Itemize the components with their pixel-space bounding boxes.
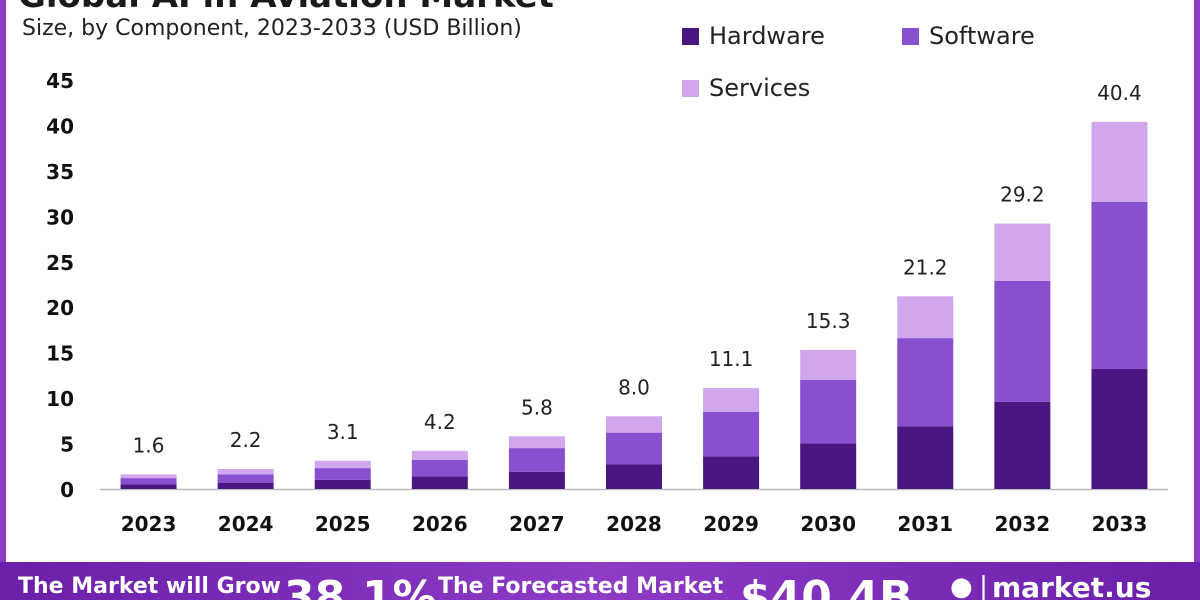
legend-item-services: Services [682, 74, 810, 102]
data-label-total-2033: 40.4 [1097, 81, 1142, 105]
data-label-total-2025: 3.1 [327, 420, 359, 444]
legend-label-hardware: Hardware [709, 22, 825, 50]
y-tick-label: 25 [46, 251, 74, 275]
bar-hardware-2023 [120, 484, 177, 489]
bar-hardware-2024 [217, 482, 274, 489]
footer-forecast-label: The Forecasted Market [438, 574, 724, 599]
data-label-total-2032: 29.2 [1000, 183, 1045, 207]
data-label-total-2030: 15.3 [806, 309, 851, 333]
footer-cagr-value: 38.1% [284, 572, 437, 600]
legend-swatch-services [682, 79, 699, 97]
bar-software-2026 [411, 459, 468, 477]
y-tick-label: 15 [46, 342, 74, 366]
data-label-total-2026: 4.2 [424, 410, 456, 434]
bar-software-2023 [120, 478, 177, 485]
y-tick-label: 40 [46, 114, 74, 138]
footer-forecast-value: $40.4B [740, 572, 913, 600]
x-tick-label-2030: 2030 [800, 512, 856, 536]
footer-brand-logo: market.us [992, 571, 1152, 600]
x-tick-label-2025: 2025 [315, 512, 371, 536]
chart-subtitle: Size, by Component, 2023-2033 (USD Billi… [22, 16, 522, 41]
bar-services-2028 [606, 416, 662, 433]
x-tick-label-2029: 2029 [703, 512, 759, 536]
bar-hardware-2032 [994, 401, 1051, 489]
bar-services-2032 [994, 223, 1051, 281]
bar-hardware-2033 [1091, 369, 1148, 489]
bar-hardware-2029 [703, 456, 760, 489]
y-tick-label: 45 [46, 69, 74, 93]
bar-software-2028 [606, 432, 662, 465]
bar-services-2031 [897, 296, 954, 339]
legend-item-software: Software [902, 22, 1035, 50]
y-tick-label: 35 [46, 160, 74, 184]
x-tick-label-2028: 2028 [606, 512, 662, 536]
bar-software-2033 [1091, 201, 1148, 370]
x-tick-label-2024: 2024 [218, 512, 274, 536]
bar-hardware-2031 [897, 426, 954, 489]
bar-software-2029 [703, 411, 760, 457]
x-tick-label-2023: 2023 [121, 512, 177, 536]
bar-hardware-2028 [606, 464, 662, 489]
legend-label-services: Services [709, 74, 811, 102]
y-tick-label: 10 [46, 387, 74, 411]
x-tick-label-2032: 2032 [995, 512, 1051, 536]
data-label-total-2031: 21.2 [903, 255, 948, 279]
y-tick-label: 5 [60, 433, 74, 457]
bar-services-2025 [314, 460, 371, 469]
bar-software-2024 [217, 474, 274, 483]
bar-services-2023 [120, 474, 177, 479]
chart-title: Global AI in Aviation Market [18, 0, 554, 16]
legend-item-hardware: Hardware [682, 22, 825, 50]
bar-hardware-2030 [800, 443, 857, 489]
data-label-total-2028: 8.0 [618, 375, 650, 399]
x-tick-label-2031: 2031 [897, 512, 953, 536]
bar-chart: 0510152025303540451.620232.220243.120254… [46, 69, 1168, 536]
bar-services-2024 [217, 469, 274, 475]
x-tick-label-2033: 2033 [1092, 512, 1148, 536]
y-tick-label: 0 [60, 478, 74, 502]
data-label-total-2029: 11.1 [709, 347, 754, 371]
footer-brand-icon: ●❘ [950, 572, 995, 600]
bar-services-2026 [411, 450, 468, 460]
footer-banner: The Market will Grow 38.1% The Forecaste… [0, 562, 1200, 600]
x-tick-label-2026: 2026 [412, 512, 468, 536]
bar-software-2031 [897, 338, 954, 427]
footer-grow-label: The Market will Grow [18, 574, 281, 599]
bar-services-2033 [1091, 121, 1148, 202]
bar-software-2032 [994, 280, 1051, 402]
data-label-total-2023: 1.6 [133, 433, 165, 457]
bar-hardware-2027 [508, 471, 565, 489]
bar-services-2027 [508, 436, 565, 449]
legend-swatch-hardware [682, 27, 699, 45]
bar-software-2027 [508, 448, 565, 472]
data-label-total-2027: 5.8 [521, 395, 553, 419]
legend-swatch-software [902, 27, 919, 45]
bar-hardware-2026 [411, 476, 468, 489]
bar-services-2030 [800, 349, 857, 380]
y-tick-label: 20 [46, 296, 74, 320]
y-tick-label: 30 [46, 205, 74, 229]
bar-hardware-2025 [314, 479, 371, 489]
legend-label-software: Software [929, 22, 1035, 50]
x-tick-label-2027: 2027 [509, 512, 565, 536]
bar-software-2030 [800, 379, 857, 444]
bar-services-2029 [703, 388, 760, 412]
bar-software-2025 [314, 468, 371, 480]
data-label-total-2024: 2.2 [230, 428, 262, 452]
